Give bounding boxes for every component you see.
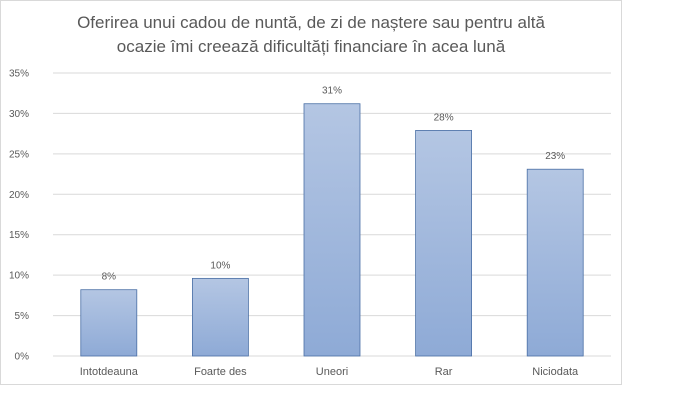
x-category-label: Niciodata: [532, 366, 579, 378]
x-category-label: Foarte des: [194, 366, 247, 378]
bars: [80, 103, 584, 357]
chart-title-line-1: Oferirea unui cadou de nuntă, de zi de n…: [77, 13, 545, 32]
x-category-label: Rar: [435, 366, 453, 378]
y-tick-label: 10%: [9, 271, 29, 282]
y-tick-label: 20%: [9, 190, 29, 201]
x-category-label: Uneori: [316, 366, 348, 378]
data-label: 8%: [102, 272, 117, 283]
y-tick-label: 30%: [9, 109, 29, 120]
data-label: 31%: [322, 86, 342, 97]
x-axis-category-labels: Intotdeauna Foarte des Uneori Rar Niciodata: [80, 366, 579, 378]
bar-chart-plot: 0% 5% 10% 15% 20% 25% 30% 35% 8% 10% 31% 28% 23% In…: [9, 69, 611, 378]
bar-foarte-des: [191, 277, 249, 357]
y-tick-label: 5%: [15, 311, 30, 322]
data-label: 28%: [434, 112, 454, 123]
y-tick-label: 25%: [9, 149, 29, 160]
y-tick-label: 15%: [9, 230, 29, 241]
bar-uneori: [303, 103, 361, 357]
chart-title: Oferirea unui cadou de nuntă, de zi de n…: [41, 11, 581, 59]
chart-frame: Oferirea unui cadou de nuntă, de zi de n…: [0, 0, 622, 385]
x-category-label: Intotdeauna: [80, 366, 139, 378]
bar-niciodata: [526, 168, 584, 357]
data-labels: 8% 10% 31% 28% 23%: [102, 86, 566, 283]
y-axis-tick-labels: 0% 5% 10% 15% 20% 25% 30% 35%: [9, 69, 29, 363]
data-label: 23%: [545, 151, 565, 162]
bar-rar: [415, 130, 473, 357]
y-tick-label: 0%: [15, 352, 30, 363]
y-tick-label: 35%: [9, 69, 29, 80]
chart-title-line-2: ocazie îmi creează dificultăți financiar…: [116, 37, 506, 56]
data-label: 10%: [210, 260, 230, 271]
bar-intotdeauna: [80, 289, 138, 357]
